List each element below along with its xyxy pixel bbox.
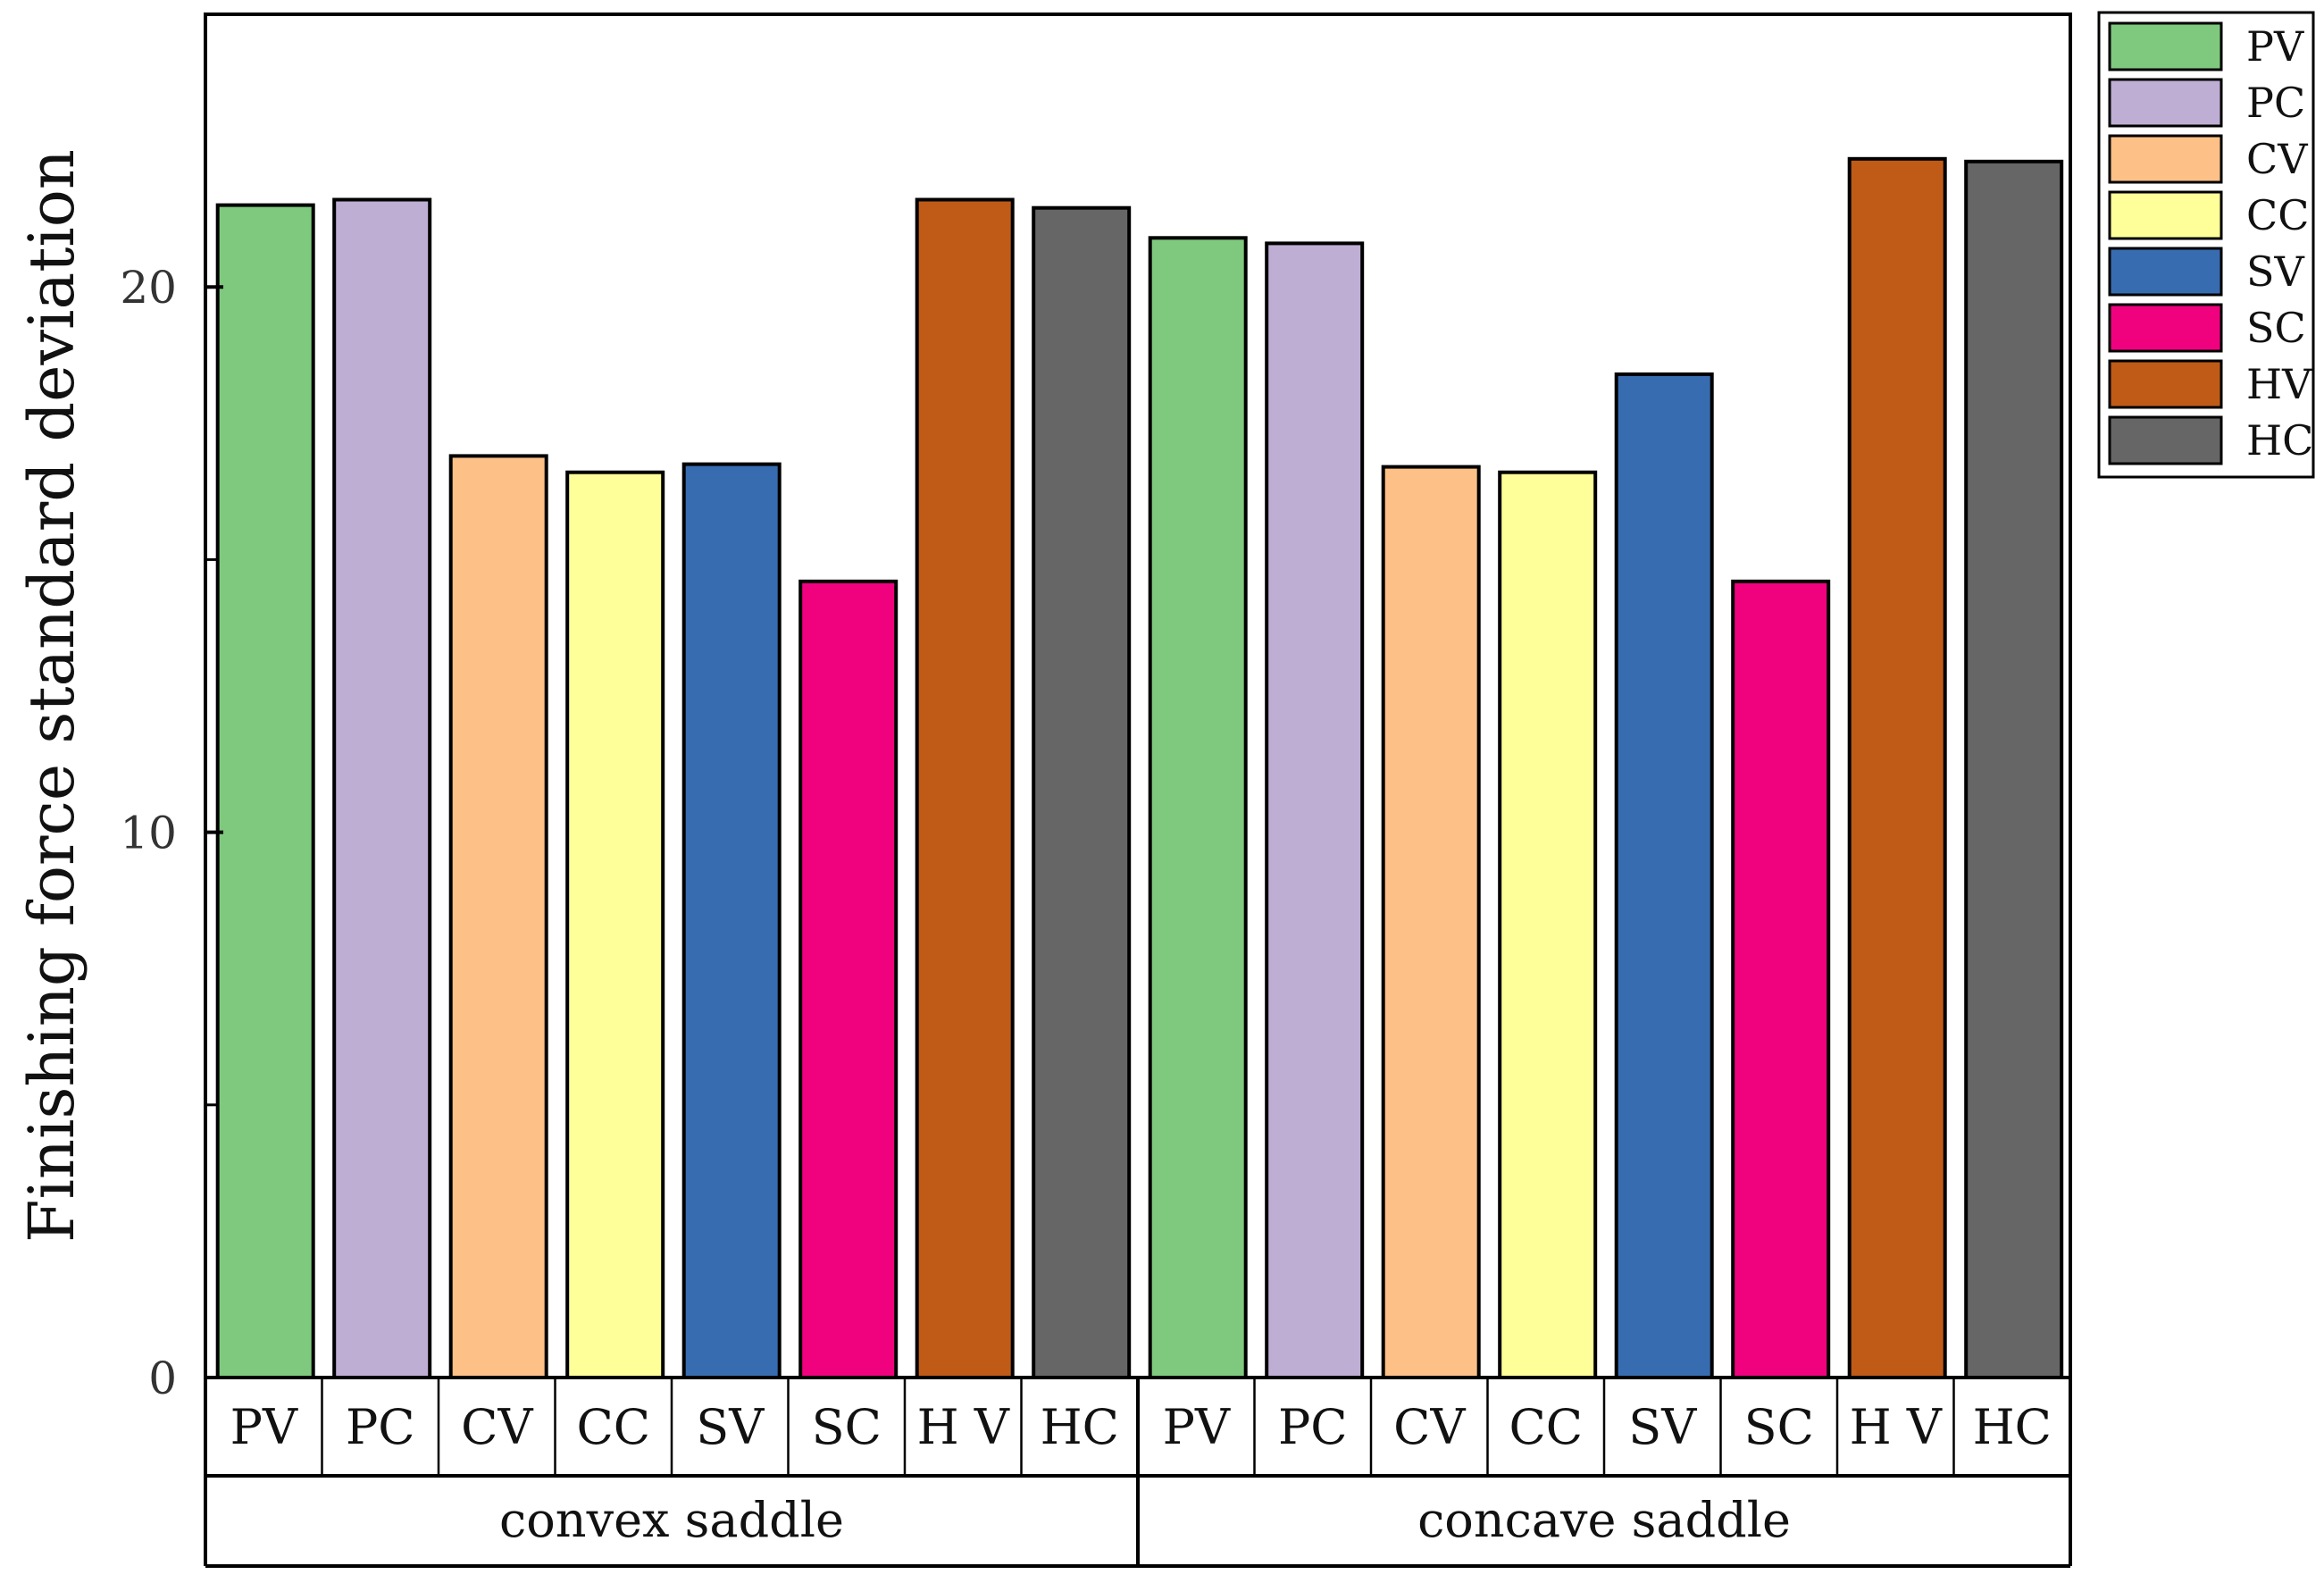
bar-convex-saddle-cc (565, 470, 665, 1379)
bar-convex-saddle-hc (1032, 205, 1132, 1380)
category-label-pv: PV (230, 1399, 298, 1455)
legend-swatch-sc (2108, 303, 2223, 353)
legend: PV PC CV CC SV SC HV HC (2097, 11, 2315, 479)
category-label-cc: CC (1509, 1399, 1583, 1455)
category-label-sc: SC (812, 1399, 882, 1455)
bar-convex-saddle-cv (448, 454, 548, 1379)
category-label-hc: HC (1041, 1399, 1119, 1455)
legend-label-hc: HC (2246, 416, 2313, 465)
bar-concave-saddle-cc (1498, 470, 1598, 1379)
bar-concave-saddle-pc (1265, 241, 1365, 1379)
legend-label-hv: HV (2246, 360, 2312, 408)
category-label-sc: SC (1744, 1399, 1814, 1455)
bar-convex-saddle-hv (915, 197, 1015, 1379)
bar-concave-saddle-sv (1614, 372, 1714, 1379)
axes-layer (204, 13, 2072, 1568)
legend-label-sc: SC (2246, 304, 2306, 352)
category-label-pc: PC (346, 1399, 415, 1455)
bar-convex-saddle-pc (332, 197, 432, 1379)
legend-label-pc: PC (2246, 79, 2305, 127)
legend-swatch-pv (2108, 21, 2223, 71)
legend-swatch-cv (2108, 134, 2223, 184)
legend-label-pv: PV (2246, 22, 2304, 71)
bar-concave-saddle-sc (1731, 579, 1831, 1379)
legend-swatch-hv (2108, 359, 2223, 409)
category-label-cv: CV (1393, 1399, 1466, 1455)
legend-swatch-hc (2108, 415, 2223, 465)
group-label-concave-saddle: concave saddle (1417, 1492, 1791, 1548)
legend-swatch-cc (2108, 190, 2223, 240)
group-label-convex-saddle: convex saddle (499, 1492, 844, 1548)
y-tick-label-10: 10 (120, 808, 177, 859)
legend-label-sv: SV (2246, 247, 2305, 296)
y-tick-label-20: 20 (120, 262, 177, 314)
bar-convex-saddle-sv (681, 462, 782, 1379)
category-label-pv: PV (1163, 1399, 1231, 1455)
category-label-pc: PC (1278, 1399, 1348, 1455)
y-tick-label-0: 0 (148, 1353, 177, 1404)
category-label-hv: H V (917, 1399, 1010, 1455)
legend-swatch-pc (2108, 78, 2223, 128)
legend-label-cv: CV (2246, 135, 2308, 183)
bar-concave-saddle-hv (1847, 156, 1947, 1379)
bar-concave-saddle-pv (1148, 236, 1248, 1379)
category-label-hc: HC (1973, 1399, 2052, 1455)
category-label-hv: H V (1850, 1399, 1943, 1455)
category-label-cv: CV (461, 1399, 533, 1455)
category-label-sv: SV (696, 1399, 765, 1455)
bar-concave-saddle-cv (1381, 465, 1481, 1379)
bar-concave-saddle-hc (1964, 159, 2064, 1379)
labels-layer: PV PC CV CC SV SC H V HC convex saddle PV PC CV CC SV… (15, 149, 2052, 1548)
bar-convex-saddle-sc (798, 579, 899, 1379)
bars-layer (215, 156, 2064, 1380)
bar-convex-saddle-pv (215, 203, 315, 1380)
y-axis-label: Finishing force standard deviation (15, 149, 88, 1243)
legend-label-cc: CC (2246, 191, 2309, 239)
legend-swatch-sv (2108, 247, 2223, 297)
category-label-cc: CC (576, 1399, 650, 1455)
category-label-sv: SV (1628, 1399, 1697, 1455)
